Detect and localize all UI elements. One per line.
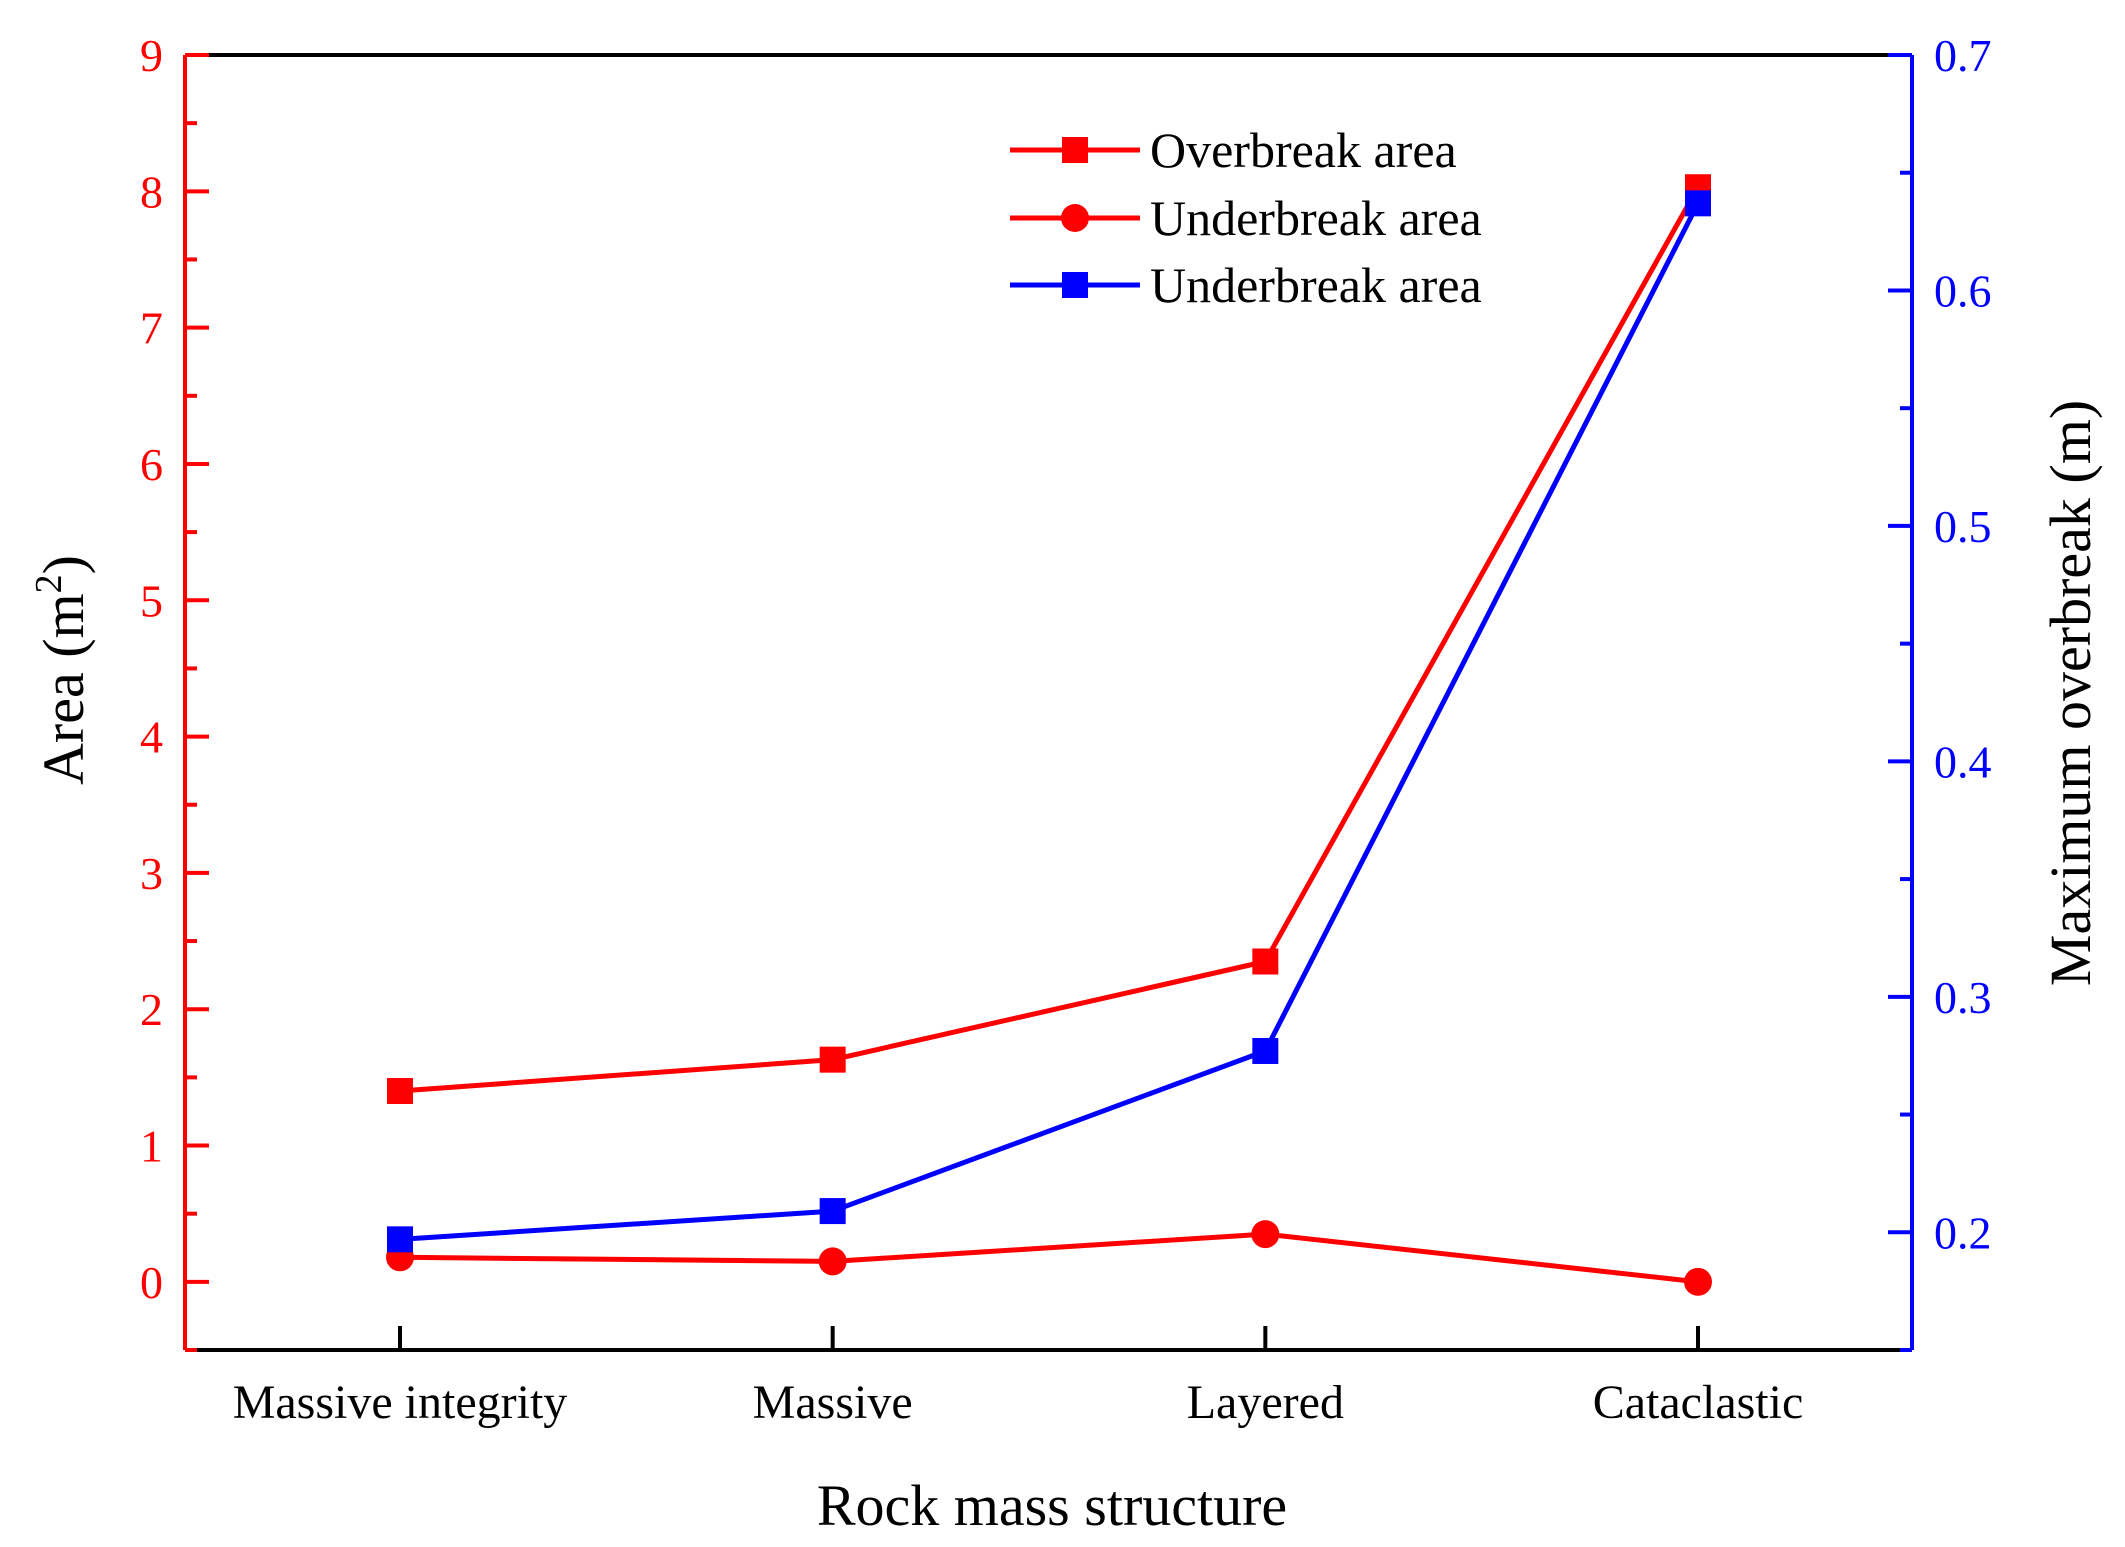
series-line-3 bbox=[399, 202, 1701, 1242]
legend-marker-1 bbox=[1062, 137, 1088, 163]
data-point-marker bbox=[1252, 948, 1279, 975]
right-y-axis-title: Maximum overbreak (m) bbox=[2038, 400, 2103, 986]
x-tick-label: Cataclastic bbox=[1593, 1376, 1804, 1429]
legend-label-3: Underbreak area bbox=[1150, 257, 1482, 313]
left-tick-label: 3 bbox=[140, 848, 163, 899]
x-tick-label: Layered bbox=[1187, 1376, 1344, 1429]
left-tick-label: 9 bbox=[140, 30, 163, 81]
legend-label-2: Underbreak area bbox=[1150, 190, 1482, 246]
data-point-marker bbox=[1685, 190, 1711, 217]
left-y-axis-title: Area (m2) bbox=[28, 555, 96, 785]
data-point-marker bbox=[387, 1078, 413, 1104]
left-y-axis-title-superscript: 2 bbox=[28, 574, 70, 593]
left-tick-label: 7 bbox=[140, 303, 163, 354]
legend: Overbreak area Underbreak area Underbreak … bbox=[1010, 122, 1482, 313]
x-axis-title: Rock mass structure bbox=[817, 1473, 1287, 1538]
plot-frame bbox=[183, 53, 1914, 1352]
legend-label-1: Overbreak area bbox=[1150, 122, 1457, 178]
right-tick-label: 0.4 bbox=[1934, 736, 1992, 787]
right-tick-label: 0.3 bbox=[1934, 972, 1992, 1023]
legend-marker-2 bbox=[1061, 204, 1089, 232]
data-point-marker bbox=[819, 1046, 846, 1073]
left-tick-label: 0 bbox=[140, 1257, 163, 1308]
left-tick-label: 8 bbox=[140, 166, 163, 217]
x-axis: Massive integrity Massive Layered Cataclast… bbox=[233, 1326, 1804, 1429]
legend-marker-3 bbox=[1062, 272, 1088, 298]
data-point-marker bbox=[819, 1198, 846, 1225]
data-point-marker bbox=[818, 1247, 847, 1276]
data-point-marker bbox=[1252, 1037, 1279, 1064]
left-tick-label: 6 bbox=[140, 439, 163, 490]
left-tick-label: 2 bbox=[140, 984, 163, 1035]
left-tick-label: 5 bbox=[140, 575, 163, 626]
left-y-axis: 0 1 2 3 4 5 6 7 8 9 bbox=[140, 30, 209, 1352]
left-tick-label: 4 bbox=[140, 712, 163, 763]
x-tick-label: Massive bbox=[753, 1376, 913, 1429]
right-tick-label: 0.5 bbox=[1934, 501, 1992, 552]
x-tick-label: Massive integrity bbox=[233, 1376, 568, 1429]
series-group bbox=[386, 174, 1712, 1296]
right-y-axis: 0.2 0.3 0.4 0.5 0.6 0.7 bbox=[1888, 30, 1992, 1352]
right-tick-label: 0.7 bbox=[1934, 30, 1992, 81]
data-point-marker bbox=[387, 1226, 413, 1253]
series-line-2 bbox=[399, 1231, 1699, 1285]
right-tick-label: 0.2 bbox=[1934, 1207, 1992, 1258]
data-point-marker bbox=[1251, 1220, 1280, 1249]
data-point-marker bbox=[1684, 1267, 1712, 1296]
left-y-axis-title-main: Area (m bbox=[31, 593, 96, 785]
left-tick-label: 1 bbox=[140, 1121, 163, 1172]
right-tick-label: 0.6 bbox=[1934, 265, 1992, 316]
series-line-1 bbox=[399, 186, 1701, 1094]
left-y-axis-title-close: ) bbox=[31, 555, 96, 574]
